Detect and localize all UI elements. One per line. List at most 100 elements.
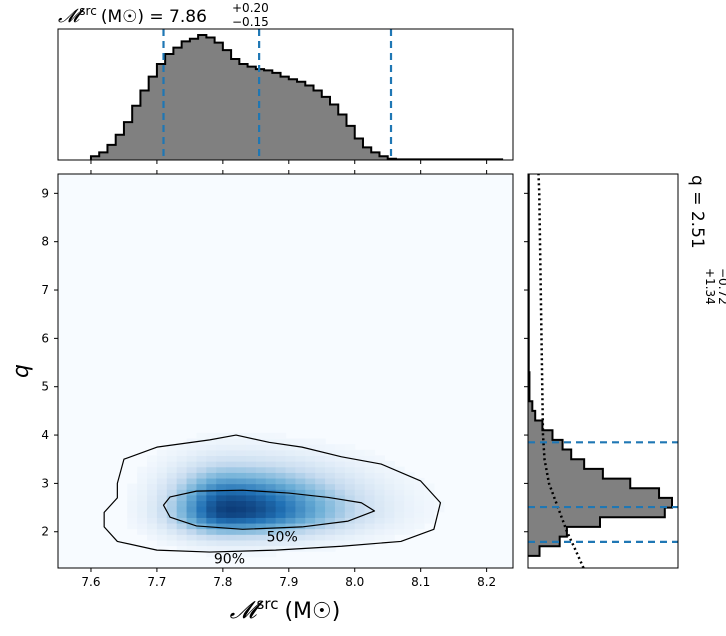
heatmap-cell (394, 466, 405, 473)
heatmap-cell (325, 449, 336, 457)
heatmap-cell (394, 472, 405, 479)
heatmap-cell (384, 489, 395, 496)
x-tick-label: 8.0 (345, 575, 364, 589)
heatmap-cell (364, 455, 376, 462)
heatmap-cell (137, 472, 148, 479)
heatmap-cell (186, 449, 198, 457)
heatmap-cell (206, 528, 217, 535)
heatmap-cell (166, 539, 178, 547)
heatmap-cell (364, 534, 376, 541)
heatmap-cell (245, 545, 257, 552)
heatmap-cell (305, 472, 316, 479)
heatmap-cell (176, 472, 188, 479)
heatmap-cell (236, 511, 247, 518)
heatmap-cell (196, 461, 207, 468)
heatmap-cell (236, 444, 247, 451)
heatmap-cell (245, 489, 257, 496)
heatmap-cell (275, 522, 287, 530)
heatmap-cell (196, 455, 207, 462)
heatmap-cell (216, 477, 227, 485)
heatmap-cell (285, 483, 296, 490)
heatmap-cell (186, 517, 198, 524)
heatmap-cell (404, 494, 415, 502)
heatmap-cell (275, 472, 287, 479)
heatmap-cell (255, 517, 267, 524)
heatmap-cell (325, 472, 336, 479)
heatmap-cell (364, 449, 376, 457)
heatmap-cell (275, 500, 287, 507)
heatmap-cell (255, 483, 267, 490)
heatmap-cell (344, 461, 356, 468)
heatmap-cell (196, 545, 207, 552)
heatmap-cell (305, 494, 316, 502)
heatmap-cell (295, 461, 306, 468)
heatmap-cell (166, 472, 178, 479)
heatmap-cell (275, 477, 287, 485)
heatmap-cell (176, 483, 188, 490)
top-title-symbol: 𝓜 (58, 5, 85, 27)
heatmap-cell (156, 477, 168, 485)
heatmap-cell (334, 506, 346, 513)
right-histogram-edge (528, 174, 673, 557)
heatmap-cell (285, 539, 296, 547)
heatmap-cell (394, 517, 405, 524)
heatmap-cell (315, 545, 326, 552)
heatmap-cell (285, 455, 296, 462)
heatmap-cell (354, 483, 366, 490)
heatmap-cell (364, 517, 376, 524)
heatmap-cell (166, 517, 178, 524)
heatmap-cell (255, 449, 267, 457)
heatmap-cell (404, 517, 415, 524)
heatmap-cell (404, 506, 415, 513)
heatmap-cell (305, 477, 316, 485)
heatmap-cell (315, 483, 326, 490)
right-histogram (528, 174, 673, 568)
right-title-lower: −0.72 (716, 268, 726, 305)
heatmap-cell (305, 500, 316, 507)
heatmap-cell (156, 528, 168, 535)
heatmap-cell (176, 534, 188, 541)
heatmap-cell (374, 472, 386, 479)
heatmap-cell (384, 500, 395, 507)
heatmap-cell (305, 489, 316, 496)
heatmap-cell (275, 455, 287, 462)
heatmap-cell (255, 539, 267, 547)
heatmap-cell (295, 483, 306, 490)
heatmap-cell (245, 461, 257, 468)
heatmap-cell (206, 511, 217, 518)
heatmap-cell (423, 517, 435, 524)
heatmap-cell (374, 466, 386, 473)
y-tick-label: 7 (41, 283, 49, 297)
heatmap-cell (255, 551, 267, 558)
heatmap-cell (404, 477, 415, 485)
heatmap-cell (295, 466, 306, 473)
heatmap-cell (147, 528, 158, 535)
heatmap-cell (127, 494, 138, 502)
heatmap-cell (206, 444, 217, 451)
heatmap-cell (147, 461, 158, 468)
right-histogram-fill (528, 174, 672, 556)
heatmap-cell (166, 455, 178, 462)
heatmap-cell (216, 455, 227, 462)
heatmap-cell (275, 545, 287, 552)
heatmap-cell (156, 449, 168, 457)
heatmap-cell (156, 455, 168, 462)
heatmap-cell (127, 500, 138, 507)
y-tick-label: 4 (41, 428, 49, 442)
heatmap-cell (394, 528, 405, 535)
heatmap-cell (166, 528, 178, 535)
heatmap-cell (196, 511, 207, 518)
top-frame (57, 28, 514, 161)
heatmap-cell (166, 511, 178, 518)
heatmap-cell (315, 517, 326, 524)
heatmap-cell (147, 522, 158, 530)
heatmap-cell (275, 534, 287, 541)
heatmap-cell (404, 483, 415, 490)
heatmap-cell (186, 500, 198, 507)
heatmap-cell (354, 461, 366, 468)
heatmap-cell (265, 506, 277, 513)
heatmap-cell (216, 534, 227, 541)
heatmap-cell (344, 477, 356, 485)
heatmap-cell (186, 455, 198, 462)
heatmap-cell (265, 449, 277, 457)
